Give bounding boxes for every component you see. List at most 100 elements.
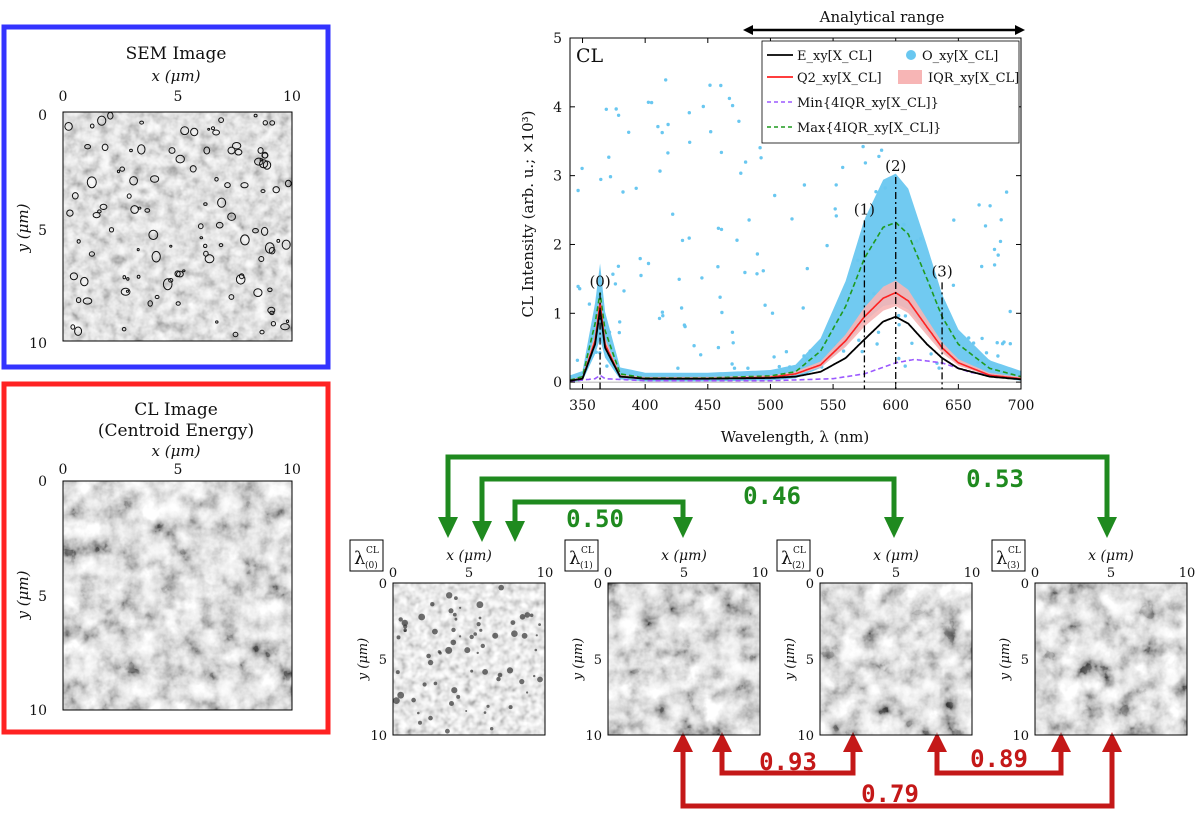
sem-grain [82,297,93,305]
map-x-tick: 5 [1107,566,1115,581]
map-label-sup: CL [793,546,806,556]
outlier-point [716,345,721,350]
outlier-point [731,341,735,345]
outlier-point [863,161,868,165]
sem-grain [97,115,107,126]
outlier-point [777,364,781,369]
map-label-sub: (1) [580,560,593,571]
map-grain [396,635,401,640]
map-x-tick: 10 [1179,566,1196,581]
map-label-lambda: λ [996,548,1007,569]
outlier-point [578,287,582,291]
map-label-sup: CL [581,546,594,556]
sem-grain [64,122,73,131]
outlier-point [971,341,976,345]
sem-grain [252,228,259,234]
map-grain [511,630,518,637]
sem-grain [214,177,219,182]
map-grain [464,647,471,654]
outlier-point [638,256,642,261]
map-x-tick: 0 [604,566,612,581]
outlier-point [676,366,680,370]
map-y-tick: 5 [594,653,602,668]
map-grain [506,667,514,674]
legend-box [761,40,1020,144]
outlier-point [701,104,705,109]
sem-grain [89,123,95,129]
sem-grain [253,113,258,118]
outlier-point [980,336,984,341]
sem-grain [126,193,132,199]
map-y-label: y (μm) [571,638,586,681]
outlier-point [737,119,741,124]
red-connector-1-2 [719,749,856,776]
outlier-point [656,124,660,129]
outlier-point [661,314,665,318]
outlier-point [841,349,846,353]
map-grain [529,613,534,618]
map-grain [459,635,462,638]
outlier-point [677,277,681,281]
map-frame [819,582,973,736]
map-x-tick: 5 [892,566,900,581]
green-arrowhead-a [438,517,458,538]
sem-grain [71,192,79,200]
sem-grain [168,147,176,154]
sem-grain [99,203,108,210]
sem-grain [122,275,127,280]
map-grain [476,651,479,655]
outlier-point [730,103,735,108]
sem-grain [198,223,204,230]
map-y-label: y (μm) [998,638,1013,681]
outlier-point [996,354,1000,358]
map-grain [449,701,454,706]
outlier-point [735,238,739,242]
x-tick-label: 650 [945,398,972,414]
sem-grain [215,320,219,324]
outlier-point [980,264,984,269]
sem-image [63,112,292,341]
red-connector-1-3 [680,749,1115,809]
map-y-tick: 0 [594,577,602,592]
map-grain [496,676,501,682]
sem-grain [69,272,79,281]
sem-grain [207,127,211,131]
map-x-label: x (μm) [1088,548,1134,564]
sem-grain [232,331,239,338]
sem-grain [203,202,208,206]
outlier-point [999,218,1003,222]
outlier-point [666,151,670,155]
sem-grain [182,269,186,273]
map-x-tick: 0 [389,566,397,581]
sem-grain [180,126,190,136]
legend-swatch-iqr [898,70,922,84]
sem-x-tick-0: 0 [59,89,68,105]
outlier-point [879,148,884,152]
sem-y-tick-5: 5 [38,223,47,239]
cl-title-line2: (Centroid Energy) [98,421,254,441]
outlier-point [758,146,762,150]
outlier-point [692,344,696,348]
sem-grain [239,273,245,280]
map-grain [478,616,482,620]
outlier-point [802,354,806,358]
outlier-point [857,338,861,342]
map-grain [519,614,526,620]
outlier-point [594,350,598,354]
outlier-point [903,364,907,368]
outlier-point [607,330,612,334]
sem-grain [108,227,115,233]
sem-y-tick-10: 10 [29,336,47,352]
outlier-point [719,150,724,155]
outlier-point [649,100,654,105]
sem-grain [210,126,216,131]
map-grain [476,622,481,627]
sem-x-tick-10: 10 [283,89,301,105]
green-arrowhead-f [1097,517,1117,538]
outlier-point [719,227,724,232]
outlier-point [605,364,609,368]
cl-y-tick-0: 0 [38,474,47,490]
sem-grain [175,301,181,306]
map-grain [526,691,529,694]
